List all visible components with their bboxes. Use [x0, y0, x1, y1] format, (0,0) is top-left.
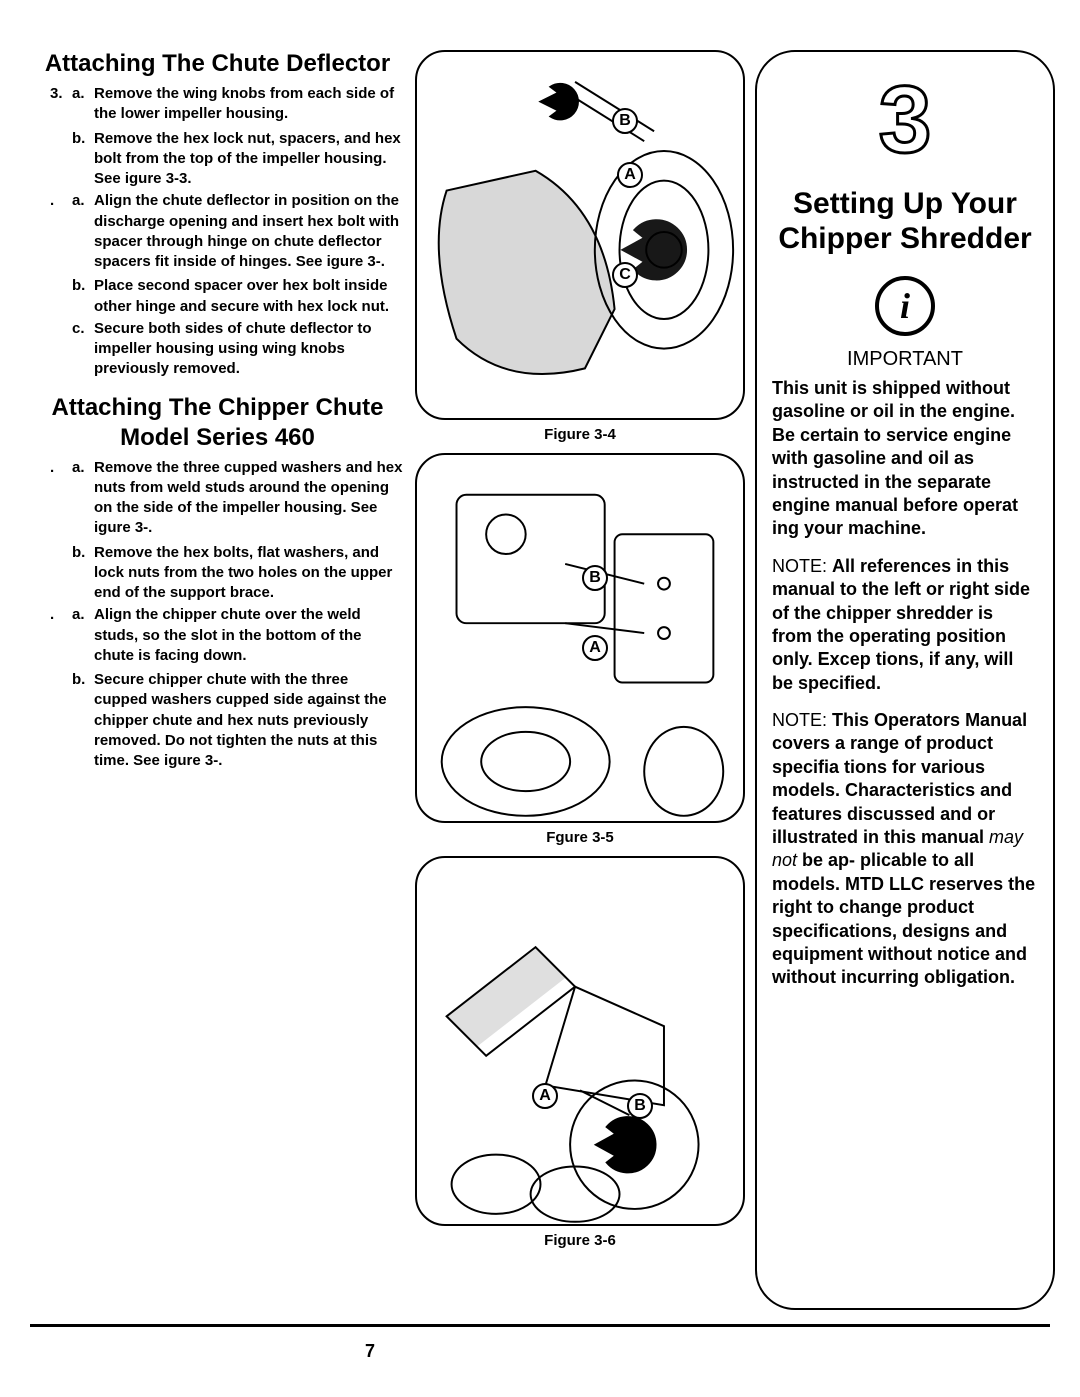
figure-3-6: A B	[415, 856, 745, 1226]
chapter-number-icon: 3	[772, 72, 1038, 172]
figure-label-b: B	[612, 108, 638, 134]
figure-label-c: C	[612, 262, 638, 288]
item-number: .	[50, 458, 72, 541]
instructions-column: Attaching The Chute Deflector 3. a.Remov…	[30, 50, 405, 1310]
item-letter: a.	[72, 605, 94, 666]
section2-list: . a.Remove the three cupped washers and …	[30, 458, 405, 772]
figure-3-4: B A C	[415, 50, 745, 420]
section1-list: 3. a.Remove the wing knobs from each sid…	[30, 84, 405, 380]
figure-label-b: B	[627, 1093, 653, 1119]
note1-label: NOTE:	[772, 556, 827, 576]
section2-title-line1: Attaching The Chipper Chute	[30, 394, 405, 422]
figure-3-5: B A	[415, 453, 745, 823]
item-letter: a.	[72, 84, 94, 125]
figure-label-a: A	[582, 635, 608, 661]
item-number: 3.	[50, 84, 72, 127]
item-letter: a.	[72, 458, 94, 539]
item-letter: b.	[72, 670, 94, 771]
item-number: .	[50, 605, 72, 668]
item-number: .	[50, 191, 72, 274]
important-text: This unit is shipped without gasoline or…	[772, 377, 1038, 541]
section2-title-line2: Model Series 460	[30, 424, 405, 452]
sidebar-title: Setting Up Your Chipper Shredder	[772, 187, 1038, 256]
figure-label-b: B	[582, 565, 608, 591]
item-text: Remove the hex lock nut, spacers, and he…	[94, 129, 405, 190]
item-letter: b.	[72, 543, 94, 604]
item-letter: c.	[72, 319, 94, 380]
section1-title: Attaching The Chute Deflector	[30, 50, 405, 78]
item-text: Remove the hex bolts, flat washers, and …	[94, 543, 405, 604]
important-label: IMPORTANT	[772, 348, 1038, 371]
info-icon: i	[875, 276, 935, 336]
item-text: Remove the three cupped washers and hex …	[94, 458, 405, 539]
figure-label-a: A	[532, 1083, 558, 1109]
figure-3-6-caption: Figure 3-6	[415, 1232, 745, 1249]
sidebar: 3 Setting Up Your Chipper Shredder i IMP…	[755, 50, 1055, 1310]
figure-3-5-caption: Fgure 3-5	[415, 829, 745, 846]
item-text: Place second spacer over hex bolt inside…	[94, 276, 405, 317]
figure-3-4-caption: Figure 3-4	[415, 426, 745, 443]
note1-text: All references in this manual to the lef…	[772, 556, 1030, 693]
item-text: Align the chipper chute over the weld st…	[94, 605, 405, 666]
item-text: Remove the wing knobs from each side of …	[94, 84, 405, 125]
item-text: Secure both sides of chute deflector to …	[94, 319, 405, 380]
bottom-rule	[30, 1324, 1050, 1327]
item-letter: a.	[72, 191, 94, 272]
item-text: Secure chipper chute with the three cupp…	[94, 670, 405, 771]
item-text: Align the chute deflector in position on…	[94, 191, 405, 272]
item-letter: b.	[72, 276, 94, 317]
figure-label-a: A	[617, 162, 643, 188]
sidebar-text: This unit is shipped without gasoline or…	[772, 377, 1038, 990]
note2-text-b: be ap- plicable to all models. MTD LLC r…	[772, 850, 1035, 987]
figures-column: B A C Figure 3-4 B	[415, 50, 745, 1310]
chapter-number-glyph: 3	[879, 72, 932, 172]
item-letter: b.	[72, 129, 94, 190]
note2-label: NOTE:	[772, 710, 827, 730]
page-number: 7	[0, 1341, 740, 1362]
